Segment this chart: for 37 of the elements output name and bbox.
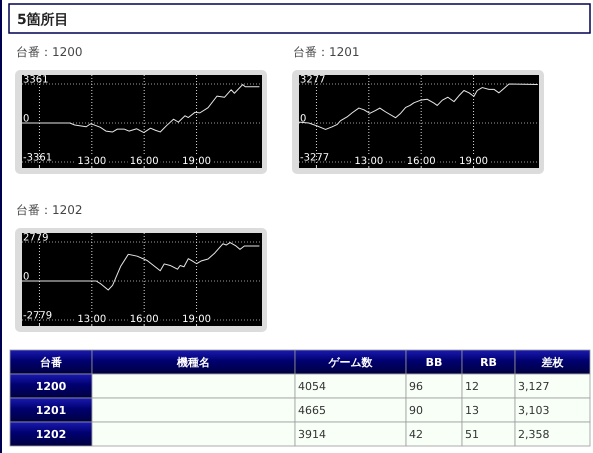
text: 90 bbox=[409, 404, 423, 417]
text: 5箇所目 bbox=[17, 12, 69, 28]
text: 4054 bbox=[298, 380, 326, 393]
chart-title: 台番：1202 bbox=[16, 203, 83, 217]
category-label: 機種名 bbox=[176, 356, 210, 369]
y-tick-label: 0 bbox=[300, 114, 306, 124]
y-tick-label: 0 bbox=[23, 114, 30, 124]
text: 12 bbox=[465, 380, 479, 393]
text: 96 bbox=[409, 380, 423, 393]
chart-title: 台番：1200 bbox=[16, 45, 83, 59]
category-label: RB bbox=[480, 356, 497, 369]
x-tick-label: 19:00 bbox=[182, 156, 211, 167]
text: 42 bbox=[409, 428, 423, 441]
category-label: 差枚 bbox=[540, 356, 564, 369]
y-tick-label: 2779 bbox=[23, 232, 48, 244]
x-tick-label: 19:00 bbox=[182, 314, 211, 325]
y-tick-label: -2779 bbox=[23, 310, 52, 322]
text: 4665 bbox=[298, 404, 326, 417]
category-label: ゲーム数 bbox=[328, 356, 374, 369]
y-tick-label: 3361 bbox=[23, 74, 48, 86]
y-tick-label: -3361 bbox=[23, 152, 52, 164]
category-label: 台番 bbox=[40, 356, 62, 369]
chart-title: 台番：1201 bbox=[293, 45, 360, 59]
text: 2,358 bbox=[518, 428, 550, 441]
text: 3914 bbox=[298, 428, 326, 441]
text: 1200 bbox=[36, 380, 66, 393]
text: 3,127 bbox=[518, 380, 550, 393]
text: 13 bbox=[465, 404, 479, 417]
text: 1202 bbox=[36, 428, 66, 441]
y-tick-label: -3277 bbox=[300, 152, 330, 164]
text: 51 bbox=[465, 428, 479, 441]
text: 3,103 bbox=[518, 404, 550, 417]
text: 1201 bbox=[36, 404, 66, 417]
x-tick-label: 19:00 bbox=[459, 156, 488, 167]
category-label: BB bbox=[426, 356, 442, 369]
y-tick-label: 0 bbox=[23, 272, 30, 282]
y-tick-label: 3277 bbox=[300, 74, 326, 86]
